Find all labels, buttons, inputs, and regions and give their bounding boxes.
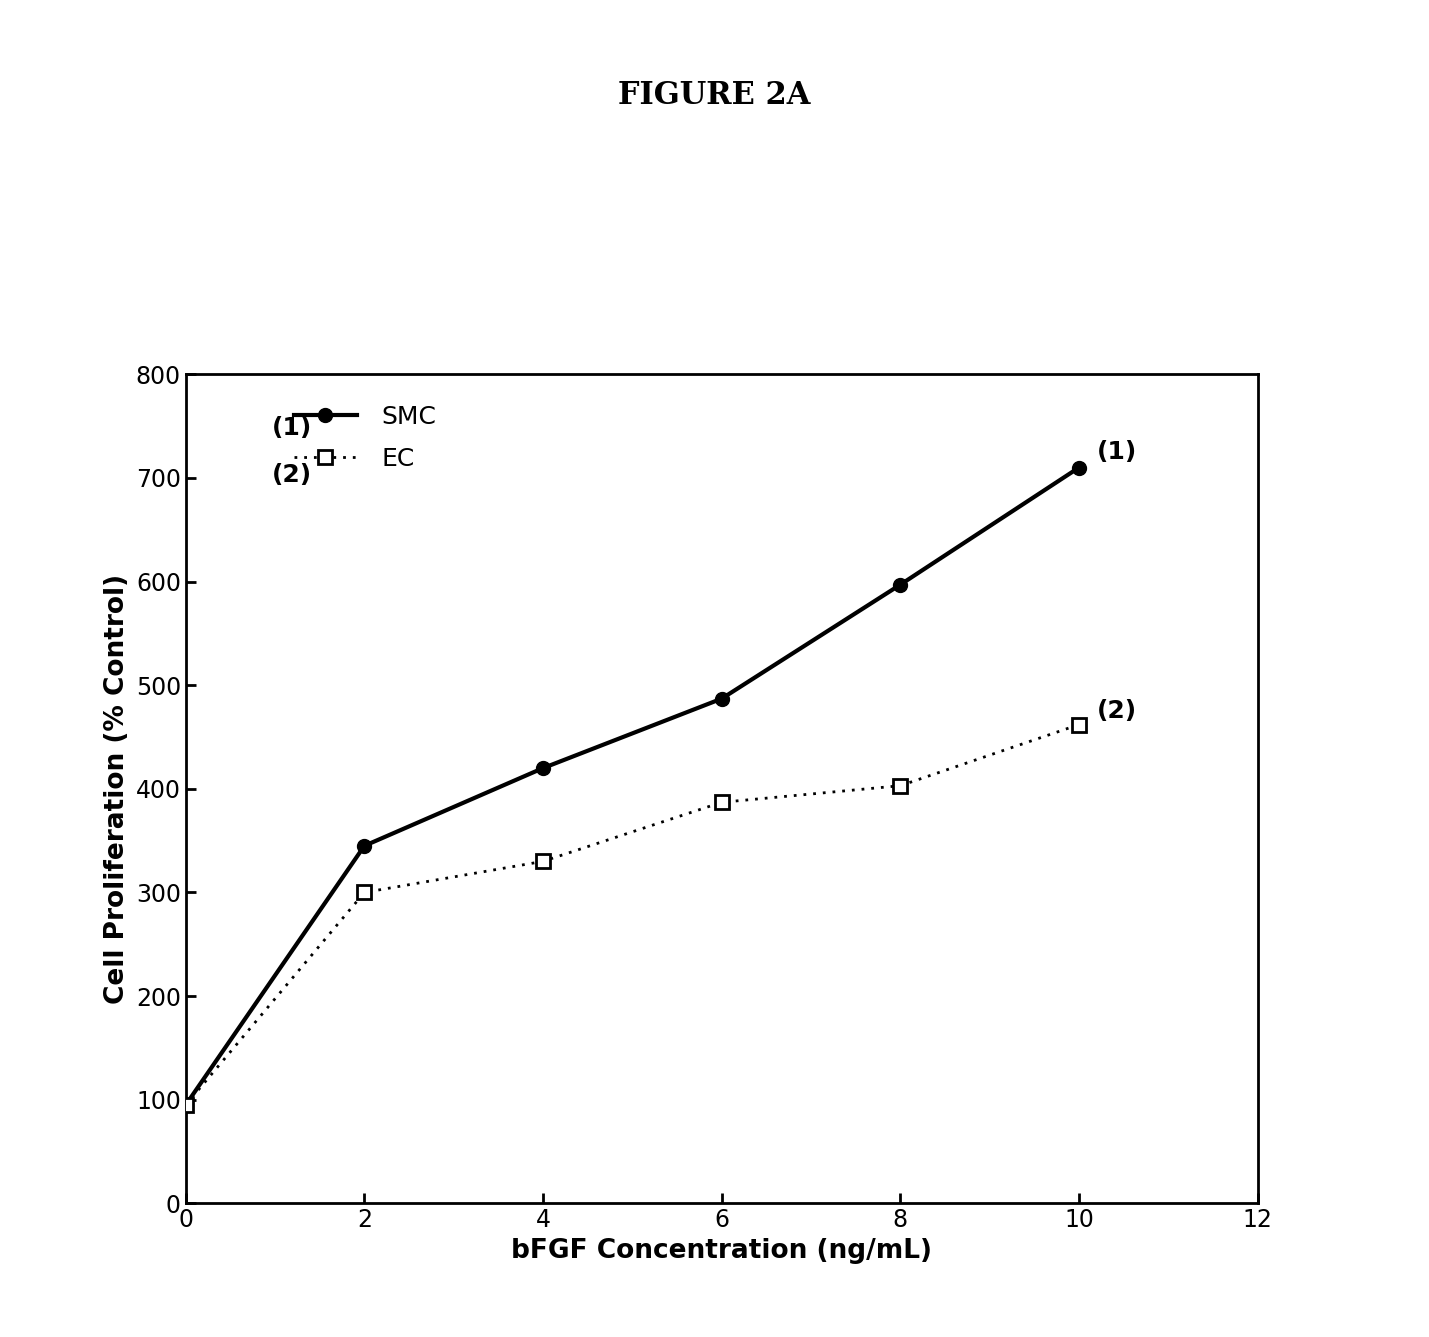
Text: (1): (1) [1096, 440, 1137, 464]
Text: (2): (2) [1096, 699, 1137, 723]
Legend: SMC, EC: SMC, EC [284, 396, 446, 480]
Text: (1): (1) [272, 416, 312, 440]
X-axis label: bFGF Concentration (ng/mL): bFGF Concentration (ng/mL) [512, 1238, 932, 1263]
Y-axis label: Cell Proliferation (% Control): Cell Proliferation (% Control) [104, 574, 130, 1004]
Text: (2): (2) [272, 464, 312, 488]
Text: FIGURE 2A: FIGURE 2A [619, 80, 810, 111]
